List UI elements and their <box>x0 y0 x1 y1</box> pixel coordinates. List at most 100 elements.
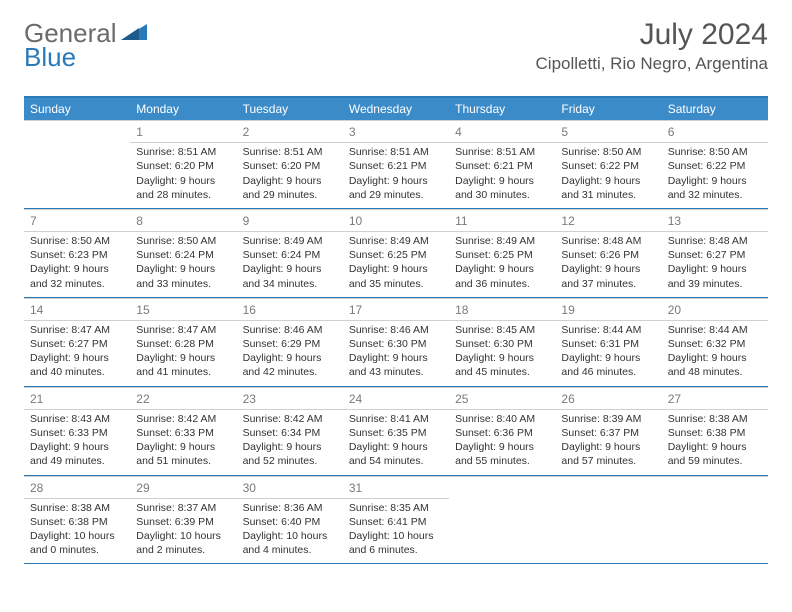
weekday-header: Thursday <box>449 98 555 120</box>
day-cell: 25 Sunrise: 8:40 AMSunset: 6:36 PMDayligh… <box>449 387 555 475</box>
day-number: 2 <box>237 124 343 143</box>
day-number: 11 <box>449 213 555 232</box>
weekday-header: Saturday <box>662 98 768 120</box>
weekday-header-row: SundayMondayTuesdayWednesdayThursdayFrid… <box>24 98 768 120</box>
weekday-header: Friday <box>555 98 661 120</box>
day-cell: 1 Sunrise: 8:51 AMSunset: 6:20 PMDaylight… <box>130 120 236 208</box>
day-info: Sunrise: 8:43 AMSunset: 6:33 PMDaylight:… <box>30 412 124 469</box>
day-info: Sunrise: 8:51 AMSunset: 6:20 PMDaylight:… <box>243 145 337 202</box>
logo-triangle-icon <box>121 22 147 45</box>
day-cell: 28 Sunrise: 8:38 AMSunset: 6:38 PMDayligh… <box>24 476 130 564</box>
day-cell: 20 Sunrise: 8:44 AMSunset: 6:32 PMDayligh… <box>662 298 768 386</box>
day-cell: 6Sunrise: 8:50 AMSunset: 6:22 PMDaylight… <box>662 120 768 208</box>
title-block: July 2024 Cipolletti, Rio Negro, Argenti… <box>536 18 768 74</box>
day-cell: 16 Sunrise: 8:46 AMSunset: 6:29 PMDayligh… <box>237 298 343 386</box>
day-info: Sunrise: 8:37 AMSunset: 6:39 PMDaylight:… <box>136 501 230 558</box>
weekday-header: Sunday <box>24 98 130 120</box>
day-cell: 29 Sunrise: 8:37 AMSunset: 6:39 PMDayligh… <box>130 476 236 564</box>
day-cell-empty <box>555 476 661 564</box>
week-row: 28 Sunrise: 8:38 AMSunset: 6:38 PMDayligh… <box>24 476 768 565</box>
day-info: Sunrise: 8:41 AMSunset: 6:35 PMDaylight:… <box>349 412 443 469</box>
day-info: Sunrise: 8:46 AMSunset: 6:30 PMDaylight:… <box>349 323 443 380</box>
day-info: Sunrise: 8:46 AMSunset: 6:29 PMDaylight:… <box>243 323 337 380</box>
day-cell: 22 Sunrise: 8:42 AMSunset: 6:33 PMDayligh… <box>130 387 236 475</box>
day-info: Sunrise: 8:48 AMSunset: 6:27 PMDaylight:… <box>668 234 762 291</box>
day-cell: 10Sunrise: 8:49 AMSunset: 6:25 PMDayligh… <box>343 209 449 297</box>
day-info: Sunrise: 8:50 AMSunset: 6:24 PMDaylight:… <box>136 234 230 291</box>
day-number: 7 <box>24 213 130 232</box>
day-number: 1 <box>130 124 236 143</box>
day-info: Sunrise: 8:38 AMSunset: 6:38 PMDaylight:… <box>30 501 124 558</box>
day-cell: 24 Sunrise: 8:41 AMSunset: 6:35 PMDayligh… <box>343 387 449 475</box>
week-row: 14 Sunrise: 8:47 AMSunset: 6:27 PMDayligh… <box>24 298 768 387</box>
day-info: Sunrise: 8:48 AMSunset: 6:26 PMDaylight:… <box>561 234 655 291</box>
day-cell: 2 Sunrise: 8:51 AMSunset: 6:20 PMDaylight… <box>237 120 343 208</box>
weekday-header: Wednesday <box>343 98 449 120</box>
day-cell: 13 Sunrise: 8:48 AMSunset: 6:27 PMDayligh… <box>662 209 768 297</box>
day-number: 19 <box>555 302 661 321</box>
day-info: Sunrise: 8:51 AMSunset: 6:21 PMDaylight:… <box>349 145 443 202</box>
day-cell: 7 Sunrise: 8:50 AMSunset: 6:23 PMDaylight… <box>24 209 130 297</box>
day-info: Sunrise: 8:42 AMSunset: 6:34 PMDaylight:… <box>243 412 337 469</box>
day-number: 4 <box>449 124 555 143</box>
day-cell: 8 Sunrise: 8:50 AMSunset: 6:24 PMDaylight… <box>130 209 236 297</box>
month-title: July 2024 <box>536 18 768 52</box>
day-info: Sunrise: 8:50 AMSunset: 6:22 PMDaylight:… <box>561 145 655 202</box>
day-number: 8 <box>130 213 236 232</box>
day-number: 28 <box>24 480 130 499</box>
calendar: SundayMondayTuesdayWednesdayThursdayFrid… <box>24 96 768 564</box>
day-info: Sunrise: 8:35 AMSunset: 6:41 PMDaylight:… <box>349 501 443 558</box>
day-info: Sunrise: 8:49 AMSunset: 6:25 PMDaylight:… <box>455 234 549 291</box>
day-cell-empty <box>662 476 768 564</box>
day-info: Sunrise: 8:51 AMSunset: 6:21 PMDaylight:… <box>455 145 549 202</box>
day-cell: 26 Sunrise: 8:39 AMSunset: 6:37 PMDayligh… <box>555 387 661 475</box>
day-number: 3 <box>343 124 449 143</box>
day-number: 17 <box>343 302 449 321</box>
week-row: 7 Sunrise: 8:50 AMSunset: 6:23 PMDaylight… <box>24 209 768 298</box>
day-info: Sunrise: 8:38 AMSunset: 6:38 PMDaylight:… <box>668 412 762 469</box>
day-cell: 12 Sunrise: 8:48 AMSunset: 6:26 PMDayligh… <box>555 209 661 297</box>
day-cell: 19Sunrise: 8:44 AMSunset: 6:31 PMDayligh… <box>555 298 661 386</box>
day-number: 16 <box>237 302 343 321</box>
day-cell: 15 Sunrise: 8:47 AMSunset: 6:28 PMDayligh… <box>130 298 236 386</box>
day-cell: 5 Sunrise: 8:50 AMSunset: 6:22 PMDaylight… <box>555 120 661 208</box>
day-number: 26 <box>555 391 661 410</box>
day-number: 31 <box>343 480 449 499</box>
day-cell: 31 Sunrise: 8:35 AMSunset: 6:41 PMDayligh… <box>343 476 449 564</box>
day-info: Sunrise: 8:36 AMSunset: 6:40 PMDaylight:… <box>243 501 337 558</box>
day-number: 20 <box>662 302 768 321</box>
day-info: Sunrise: 8:49 AMSunset: 6:24 PMDaylight:… <box>243 234 337 291</box>
day-number: 29 <box>130 480 236 499</box>
day-cell: 9Sunrise: 8:49 AMSunset: 6:24 PMDaylight… <box>237 209 343 297</box>
day-number: 13 <box>662 213 768 232</box>
day-cell: 17 Sunrise: 8:46 AMSunset: 6:30 PMDayligh… <box>343 298 449 386</box>
day-number: 12 <box>555 213 661 232</box>
week-row: 21 Sunrise: 8:43 AMSunset: 6:33 PMDayligh… <box>24 387 768 476</box>
day-cell: 23Sunrise: 8:42 AMSunset: 6:34 PMDayligh… <box>237 387 343 475</box>
day-info: Sunrise: 8:47 AMSunset: 6:27 PMDaylight:… <box>30 323 124 380</box>
day-cell: 30 Sunrise: 8:36 AMSunset: 6:40 PMDayligh… <box>237 476 343 564</box>
day-number: 22 <box>130 391 236 410</box>
day-number: 14 <box>24 302 130 321</box>
day-cell: 11 Sunrise: 8:49 AMSunset: 6:25 PMDayligh… <box>449 209 555 297</box>
day-number: 25 <box>449 391 555 410</box>
day-info: Sunrise: 8:39 AMSunset: 6:37 PMDaylight:… <box>561 412 655 469</box>
day-number: 27 <box>662 391 768 410</box>
day-number: 30 <box>237 480 343 499</box>
day-info: Sunrise: 8:44 AMSunset: 6:32 PMDaylight:… <box>668 323 762 380</box>
day-cell-empty <box>24 120 130 208</box>
weekday-header: Monday <box>130 98 236 120</box>
day-info: Sunrise: 8:42 AMSunset: 6:33 PMDaylight:… <box>136 412 230 469</box>
day-info: Sunrise: 8:51 AMSunset: 6:20 PMDaylight:… <box>136 145 230 202</box>
logo-text-blue: Blue <box>24 42 76 73</box>
day-cell-empty <box>449 476 555 564</box>
day-info: Sunrise: 8:47 AMSunset: 6:28 PMDaylight:… <box>136 323 230 380</box>
location-text: Cipolletti, Rio Negro, Argentina <box>536 54 768 74</box>
day-number: 24 <box>343 391 449 410</box>
day-info: Sunrise: 8:50 AMSunset: 6:23 PMDaylight:… <box>30 234 124 291</box>
day-info: Sunrise: 8:40 AMSunset: 6:36 PMDaylight:… <box>455 412 549 469</box>
weekday-header: Tuesday <box>237 98 343 120</box>
day-number: 5 <box>555 124 661 143</box>
day-number: 21 <box>24 391 130 410</box>
day-number: 15 <box>130 302 236 321</box>
